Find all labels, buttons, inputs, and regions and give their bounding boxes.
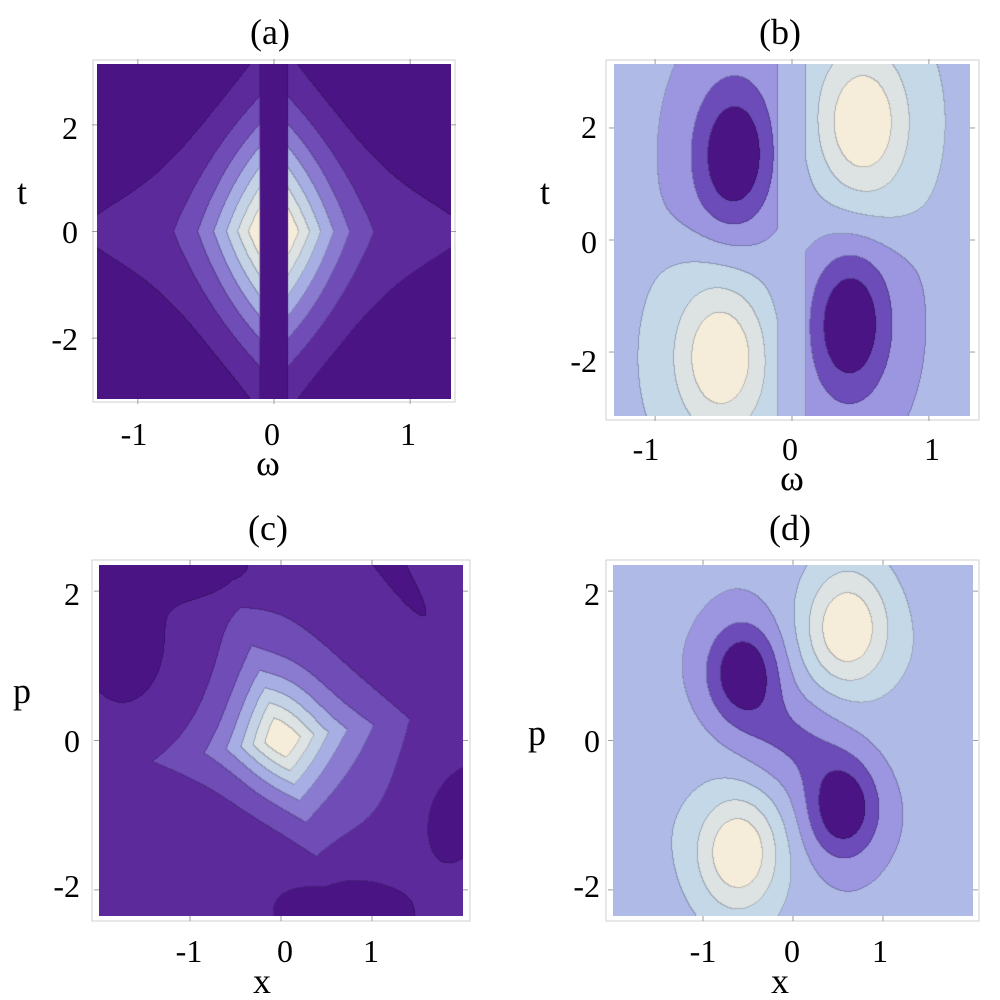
panel-a-title: (a) [250,12,290,52]
panel-c-ylabel: p [13,671,31,711]
panel-d-title: (d) [769,508,811,548]
panel-a-contour-plot [97,64,451,399]
panel-d-xlabel: x [771,961,789,1000]
panel-c-contour-plot [99,565,463,916]
panel-c-xtick-3: 1 [363,933,379,969]
panel-d: (d) -1 0 1 2 0 -2 x p [528,508,980,1000]
panel-b-xtick-2: 0 [782,431,798,467]
panel-d-xtick-3: 1 [872,933,888,969]
panel-b-xlabel: ω [780,458,804,498]
panel-a: (a) -1 0 1 2 0 -2 ω t [17,12,456,483]
panel-b-ylabel: t [540,172,550,212]
panel-a-xtick-1: -1 [121,416,148,452]
panel-b-xtick-3: 1 [924,431,940,467]
panel-b: (b) -1 0 1 2 0 -2 ω t [540,12,980,498]
panel-d-ytick-2: 0 [584,723,600,759]
panel-a-ytick-2: 0 [62,214,78,250]
panel-b-xtick-1: -1 [633,431,660,467]
panel-a-xlabel: ω [256,443,280,483]
panel-c: (c) -1 0 1 2 0 -2 x p [13,508,471,1000]
panel-c-ytick-3: -2 [53,868,80,904]
panel-a-ylabel: t [17,172,27,212]
panel-d-ylabel: p [528,713,546,753]
panel-b-ytick-2: 0 [581,224,597,260]
panel-d-contour-plot [613,565,973,916]
panel-a-ytick-1: 2 [62,110,78,146]
panel-c-title: (c) [248,508,288,548]
panel-c-ytick-2: 0 [64,723,80,759]
panel-d-ytick-1: 2 [584,576,600,612]
panel-c-ytick-1: 2 [64,576,80,612]
panel-c-xtick-1: -1 [176,933,203,969]
panel-d-xtick-1: -1 [690,933,717,969]
panel-d-ytick-3: -2 [573,868,600,904]
panel-a-ytick-3: -2 [51,321,78,357]
panel-b-ytick-1: 2 [581,109,597,145]
panel-c-xtick-2: 0 [277,933,293,969]
panel-b-ytick-3: -2 [570,343,597,379]
panel-b-contour-plot [614,64,970,416]
panel-c-xlabel: x [253,961,271,1000]
panel-d-xtick-2: 0 [784,933,800,969]
panel-b-title: (b) [759,12,801,52]
panel-a-xtick-3: 1 [400,416,416,452]
panel-a-xtick-2: 0 [264,416,280,452]
